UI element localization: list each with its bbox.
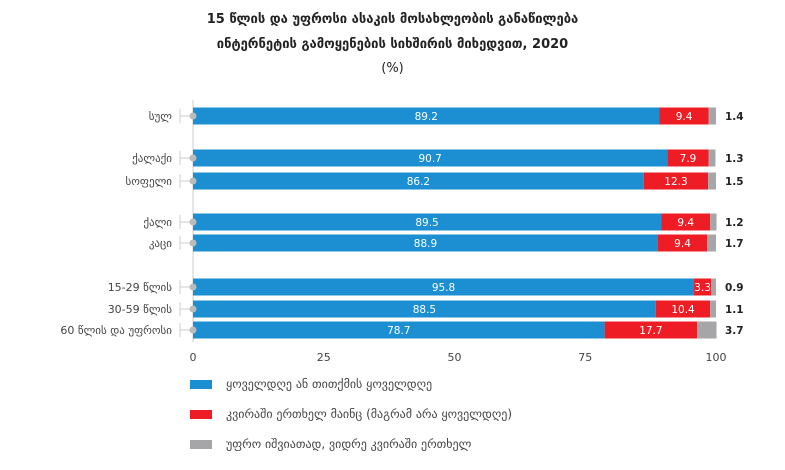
data-label: 1.7 bbox=[725, 238, 744, 250]
bar-segment-1 bbox=[667, 149, 709, 167]
bar-segment-1 bbox=[655, 300, 711, 318]
bar-segment-0 bbox=[193, 172, 644, 190]
row-marker bbox=[189, 305, 197, 313]
legend-item-daily[interactable]: ყოველდღე ან თითქმის ყოველდღე bbox=[190, 377, 432, 391]
legend-swatch-gray bbox=[190, 439, 212, 449]
data-label: 1.2 bbox=[725, 217, 744, 229]
data-label: 86.2 bbox=[407, 176, 430, 188]
data-label: 9.4 bbox=[677, 217, 694, 229]
row-marker bbox=[189, 218, 197, 226]
row-marker bbox=[189, 239, 197, 247]
x-tick-label: 75 bbox=[578, 351, 592, 364]
legend-label: კვირაში ერთხელ მაინც (მაგრამ არა ყოველდღ… bbox=[226, 407, 513, 421]
data-label: 9.4 bbox=[674, 238, 691, 250]
category-label: 15-29 წლის bbox=[108, 281, 173, 294]
bar-segment-2 bbox=[708, 107, 716, 125]
data-label: 1.3 bbox=[725, 153, 744, 165]
data-label: 89.2 bbox=[415, 111, 438, 123]
chart-unit: (%) bbox=[381, 61, 404, 76]
bar-segment-1 bbox=[604, 321, 698, 339]
row-marker bbox=[189, 283, 197, 291]
bar-segment-1 bbox=[643, 172, 709, 190]
data-label: 7.9 bbox=[680, 153, 697, 165]
legend-item-weekly[interactable]: კვირაში ერთხელ მაინც (მაგრამ არა ყოველდღ… bbox=[190, 407, 512, 421]
row-marker bbox=[189, 177, 197, 185]
bar-segment-0 bbox=[193, 300, 656, 318]
bar-segment-2 bbox=[708, 149, 716, 167]
data-label: 95.8 bbox=[432, 282, 455, 294]
bar-segment-2 bbox=[697, 321, 717, 339]
data-label: 12.3 bbox=[664, 176, 687, 188]
bar-segment-1 bbox=[661, 213, 711, 231]
bar-segment-0 bbox=[193, 149, 668, 167]
bar-segment-1 bbox=[694, 278, 712, 296]
data-label: 1.5 bbox=[725, 176, 744, 188]
bar-segment-0 bbox=[193, 107, 660, 125]
row-marker bbox=[189, 326, 197, 334]
data-label: 1.4 bbox=[725, 111, 744, 123]
legend-swatch-blue bbox=[190, 379, 212, 389]
legend-label: უფრო იშვიათად, ვიდრე კვირაში ერთხელ bbox=[226, 437, 472, 451]
data-label: 0.9 bbox=[725, 282, 744, 294]
row-marker bbox=[189, 154, 197, 162]
bar-segment-0 bbox=[193, 321, 605, 339]
data-label: 78.7 bbox=[387, 325, 410, 337]
category-label: კაცი bbox=[149, 237, 172, 250]
data-label: 90.7 bbox=[418, 153, 441, 165]
legend-swatch-red bbox=[190, 409, 212, 419]
data-label: 88.9 bbox=[414, 238, 437, 250]
legend-label: ყოველდღე ან თითქმის ყოველდღე bbox=[226, 377, 433, 391]
row-marker bbox=[189, 112, 197, 120]
data-label: 10.4 bbox=[671, 304, 695, 316]
x-tick-label: 50 bbox=[448, 351, 462, 364]
bar-segment-2 bbox=[707, 234, 716, 252]
data-label: 88.5 bbox=[413, 304, 436, 316]
bar-segment-1 bbox=[659, 107, 709, 125]
bar-segment-2 bbox=[710, 213, 717, 231]
legend-item-rarely[interactable]: უფრო იშვიათად, ვიდრე კვირაში ერთხელ bbox=[190, 437, 471, 451]
data-label: 17.7 bbox=[639, 325, 662, 337]
bar-segment-0 bbox=[193, 213, 662, 231]
data-label: 1.1 bbox=[725, 304, 744, 316]
data-label: 3.3 bbox=[694, 282, 711, 294]
bar-segment-0 bbox=[193, 278, 695, 296]
category-label: ქალი bbox=[143, 216, 172, 229]
chart-title-line-1: 15 წლის და უფროსი ასაკის მოსახლეობის გან… bbox=[206, 12, 579, 27]
bar-segment-1 bbox=[657, 234, 708, 252]
x-tick-label: 0 bbox=[190, 351, 197, 364]
category-label: ქალაქი bbox=[132, 152, 172, 165]
bar-segment-2 bbox=[710, 300, 716, 318]
data-label: 9.4 bbox=[676, 111, 693, 123]
data-label: 89.5 bbox=[415, 217, 438, 229]
chart-title-line-2: ინტერნეტის გამოყენების სიხშირის მიხედვით… bbox=[216, 37, 569, 52]
category-label: 60 წლის და უფროსი bbox=[60, 324, 172, 337]
bar-segment-0 bbox=[193, 234, 658, 252]
category-label: 30-59 წლის bbox=[108, 303, 173, 316]
bar-segment-2 bbox=[708, 172, 716, 190]
x-tick-label: 25 bbox=[317, 351, 331, 364]
category-label: სულ bbox=[149, 110, 172, 123]
bar-segment-2 bbox=[711, 278, 716, 296]
x-tick-label: 100 bbox=[706, 351, 727, 364]
category-label: სოფელი bbox=[126, 175, 173, 188]
data-label: 3.7 bbox=[725, 325, 744, 337]
